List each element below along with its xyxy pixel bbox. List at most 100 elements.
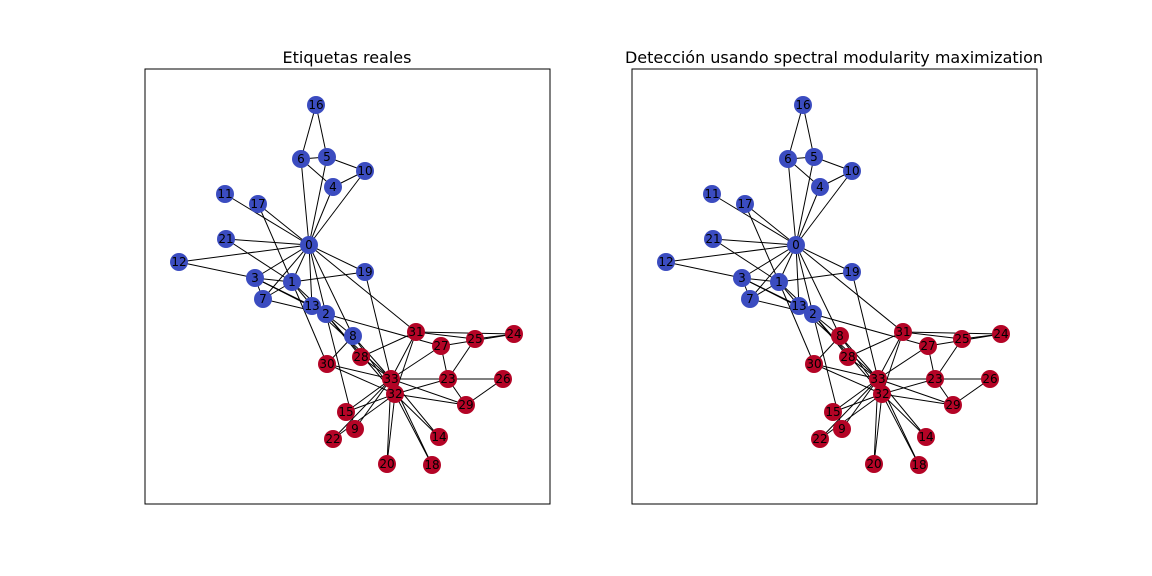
node-label-6: 6	[784, 152, 792, 166]
edge-29-32	[881, 393, 954, 406]
node-3	[733, 269, 751, 287]
node-label-27: 27	[433, 339, 448, 353]
node-27	[432, 337, 450, 355]
node-15	[824, 403, 842, 421]
node-label-27: 27	[920, 339, 935, 353]
node-13	[303, 297, 321, 315]
node-22	[811, 430, 829, 448]
node-11	[216, 185, 234, 203]
edge-3-12	[665, 261, 743, 279]
panel-spectral-detection: Detección usando spectral modularity max…	[625, 48, 1043, 505]
edge-28-31	[360, 331, 417, 358]
edge-2-27	[325, 313, 442, 347]
node-14	[917, 428, 935, 446]
node-label-15: 15	[338, 405, 353, 419]
edge-29-33	[877, 378, 954, 406]
edge-0-6	[300, 158, 310, 246]
node-32	[873, 385, 891, 403]
node-label-13: 13	[791, 299, 806, 313]
node-label-5: 5	[323, 150, 331, 164]
edge-0-17	[744, 203, 797, 246]
edge-0-7	[262, 244, 310, 300]
node-5	[805, 148, 823, 166]
node-26	[494, 370, 512, 388]
edge-0-21	[712, 238, 797, 246]
edge-9-33	[841, 378, 879, 430]
node-label-0: 0	[792, 238, 800, 252]
node-label-8: 8	[836, 329, 844, 343]
edge-1-17	[257, 203, 293, 283]
node-label-1: 1	[288, 275, 296, 289]
node-2	[317, 305, 335, 323]
node-label-19: 19	[357, 265, 372, 279]
node-28	[352, 348, 370, 366]
edge-0-3	[741, 244, 797, 279]
node-28	[839, 348, 857, 366]
node-label-22: 22	[325, 432, 340, 446]
node-label-23: 23	[927, 372, 942, 386]
node-9	[346, 420, 364, 438]
node-26	[981, 370, 999, 388]
edge-25-31	[902, 331, 963, 340]
edge-15-33	[832, 378, 879, 413]
edge-27-33	[390, 345, 442, 380]
node-label-31: 31	[408, 325, 423, 339]
node-label-8: 8	[349, 329, 357, 343]
node-33	[869, 370, 887, 388]
edge-6-16	[787, 104, 804, 160]
edge-0-7	[749, 244, 797, 300]
edge-0-19	[308, 244, 366, 273]
edge-0-2	[308, 244, 327, 315]
node-25	[466, 330, 484, 348]
panel-frame	[631, 68, 1038, 505]
edge-0-13	[308, 244, 313, 307]
node-9	[833, 420, 851, 438]
edge-19-33	[364, 271, 392, 380]
node-label-9: 9	[838, 422, 846, 436]
node-label-25: 25	[954, 332, 969, 346]
edge-23-32	[394, 378, 449, 395]
node-3	[246, 269, 264, 287]
node-6	[779, 150, 797, 168]
node-label-30: 30	[319, 357, 334, 371]
edge-0-2	[795, 244, 814, 315]
edge-25-31	[415, 331, 476, 340]
node-0	[300, 236, 318, 254]
edge-0-4	[308, 186, 334, 246]
edge-0-19	[795, 244, 853, 273]
node-31	[894, 323, 912, 341]
node-label-28: 28	[840, 350, 855, 364]
edge-0-6	[787, 158, 797, 246]
node-8	[344, 327, 362, 345]
edge-28-31	[847, 331, 904, 358]
edge-30-32	[813, 363, 883, 395]
edge-0-31	[308, 244, 417, 333]
node-label-23: 23	[440, 372, 455, 386]
edge-0-31	[795, 244, 904, 333]
node-19	[843, 263, 861, 281]
node-label-16: 16	[308, 98, 323, 112]
node-label-9: 9	[351, 422, 359, 436]
edge-3-12	[178, 261, 256, 279]
node-19	[356, 263, 374, 281]
node-25	[953, 330, 971, 348]
node-6	[292, 150, 310, 168]
node-16	[307, 96, 325, 114]
edge-22-32	[332, 393, 396, 440]
node-group: 0123456789101112131415161718192021222324…	[657, 96, 1010, 474]
node-12	[657, 253, 675, 271]
node-7	[254, 290, 272, 308]
edge-24-31	[902, 331, 1002, 335]
edge-8-33	[839, 335, 879, 380]
edge-30-33	[326, 363, 392, 380]
panel-frame	[144, 68, 551, 505]
node-label-20: 20	[379, 457, 394, 471]
edge-20-32	[873, 393, 883, 465]
edge-0-13	[795, 244, 800, 307]
node-label-29: 29	[945, 398, 960, 412]
edge-23-32	[881, 378, 936, 395]
edge-30-33	[813, 363, 879, 380]
node-33	[382, 370, 400, 388]
node-label-18: 18	[424, 458, 439, 472]
edge-24-31	[415, 331, 515, 335]
